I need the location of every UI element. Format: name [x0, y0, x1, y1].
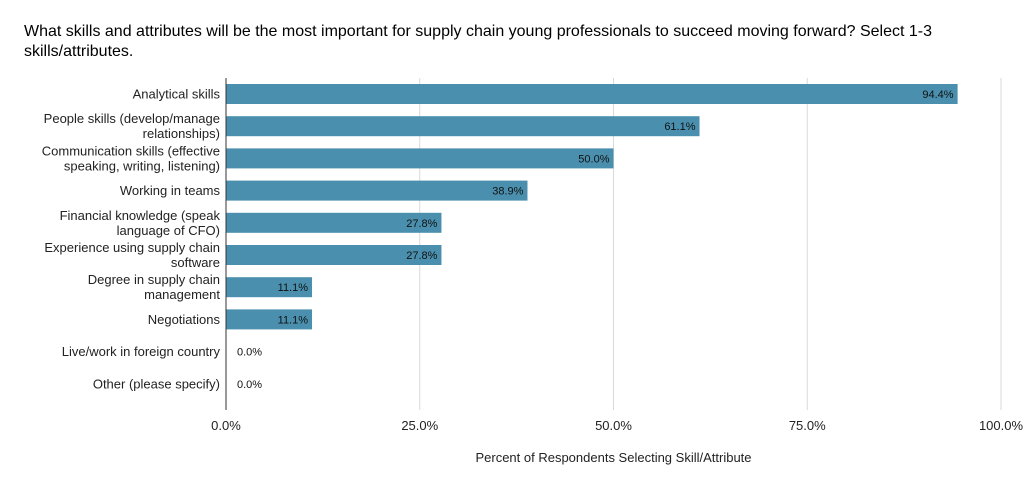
category-label: Negotiations [148, 312, 221, 327]
category-label: Working in teams [120, 183, 221, 198]
chart-title: What skills and attributes will be the m… [24, 23, 932, 60]
bar [226, 116, 700, 137]
category-label-line: speaking, writing, listening) [64, 158, 220, 173]
data-label: 11.1% [278, 282, 309, 294]
category-label-line: Negotiations [148, 312, 221, 327]
x-axis-label: Percent of Respondents Selecting Skill/A… [475, 450, 751, 465]
category-labels: Analytical skills People skills (develop/… [42, 87, 221, 392]
category-label-line: Working in teams [120, 183, 221, 198]
data-labels: 94.4% 61.1% 50.0% 38.9% 27.8% 27.8% 11.1% 11.1%… [237, 89, 954, 391]
category-label-line: software [171, 255, 220, 270]
data-label: 38.9% [492, 186, 523, 198]
bar [226, 180, 528, 201]
category-label-line: management [144, 287, 220, 302]
x-tick-label: 25.0% [401, 418, 438, 433]
category-label-line: Degree in supply chain [88, 272, 220, 287]
category-label: Financial knowledge (speak language of CF… [60, 208, 221, 238]
category-label-line: People skills (develop/manage [44, 111, 220, 126]
category-label-line: Analytical skills [133, 87, 221, 102]
data-label: 27.8% [406, 250, 437, 262]
data-label: 11.1% [278, 314, 309, 326]
category-label: Analytical skills [133, 87, 221, 102]
data-label: 50.0% [578, 153, 609, 165]
bar [226, 245, 442, 265]
category-label: Communication skills (effective speaking,… [42, 143, 220, 173]
category-label-line: Communication skills (effective [42, 143, 220, 158]
category-label-line: relationships) [143, 126, 220, 141]
data-label: 0.0% [237, 379, 262, 391]
bar [226, 277, 313, 298]
category-label: Other (please specify) [93, 376, 220, 391]
bar [226, 212, 442, 233]
category-label-line: Live/work in foreign country [62, 344, 221, 359]
bar [226, 148, 614, 169]
x-tick-label: 100.0% [979, 418, 1024, 433]
bars [226, 84, 958, 330]
category-label: People skills (develop/manage relationshi… [44, 111, 220, 141]
x-tick-label: 50.0% [595, 418, 632, 433]
category-label: Experience using supply chain software [44, 240, 220, 270]
x-tick-labels: 0.0% 25.0% 50.0% 75.0% 100.0% [211, 418, 1023, 433]
bar [226, 309, 313, 330]
category-label: Degree in supply chain management [88, 272, 221, 302]
data-label: 0.0% [237, 347, 262, 359]
x-tick-label: 0.0% [211, 418, 241, 433]
data-label: 61.1% [664, 121, 695, 133]
category-label-line: Financial knowledge (speak [60, 208, 221, 223]
data-label: 94.4% [922, 89, 953, 101]
category-label-line: Experience using supply chain [44, 240, 220, 255]
bar [226, 84, 958, 104]
x-tick-label: 75.0% [789, 418, 826, 433]
category-label: Live/work in foreign country [62, 344, 221, 359]
category-label-line: language of CFO) [117, 223, 220, 238]
data-label: 27.8% [406, 218, 437, 230]
category-label-line: Other (please specify) [93, 376, 220, 391]
